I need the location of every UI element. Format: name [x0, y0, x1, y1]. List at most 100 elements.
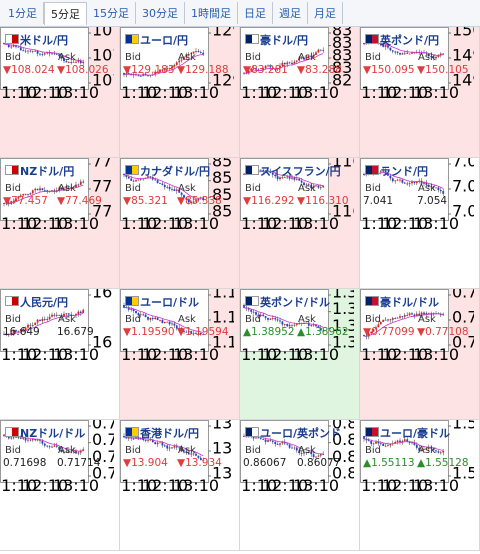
flag-icon: [365, 165, 379, 175]
timeframe-tab[interactable]: 日足: [238, 2, 273, 24]
candle: [394, 180, 397, 182]
rate-tile[interactable]: ユーロ/円 Bid Ask▼129.183▼129.188 129.1 129 11:10…: [120, 27, 240, 158]
candle: [269, 66, 272, 68]
candle: [137, 313, 140, 316]
candle: [132, 438, 135, 440]
candle: [163, 69, 166, 71]
timeframe-tab[interactable]: 1時間足: [185, 2, 238, 24]
candle: [130, 178, 133, 181]
candle: [175, 446, 178, 448]
bid-label: Bid: [5, 445, 21, 456]
rate-tile[interactable]: ユーロ/豪ドルBidAsk▲1.55113▲1.551281.5541.5521…: [360, 420, 480, 551]
candle: [183, 450, 185, 452]
candle: [183, 330, 185, 332]
timeframe-tab[interactable]: 5分足: [44, 1, 87, 25]
candle: [75, 184, 77, 188]
rate-tile[interactable]: ユーロ/英ポンドBidAsk0.860670.860770.8620.86150…: [240, 420, 360, 551]
rate-tile[interactable]: NZドル/円 Bid Ask ▼77.457 ▼77.469 77.4 77.3 77.2 11…: [0, 158, 120, 289]
candle: [310, 185, 313, 189]
rate-tile[interactable]: 英ポンド/円 Bid Ask▼150.095▼150.105 150 149.8 149.…: [360, 27, 480, 158]
timeframe-tab[interactable]: 週足: [273, 2, 308, 24]
candle: [70, 314, 73, 316]
candle: [286, 443, 289, 445]
candle: [39, 319, 41, 322]
rate-tile[interactable]: 人民元/円 Bid Ask 16.649 16.679 16.64 16.62 11:1012…: [0, 289, 120, 420]
candle: [255, 68, 257, 70]
candle: [34, 50, 37, 52]
candle: [427, 53, 430, 57]
bid-value: ▼13.904: [123, 457, 168, 469]
candle: [377, 442, 380, 444]
timeframe-tab[interactable]: 30分足: [136, 2, 185, 24]
candle: [413, 52, 416, 54]
candle: [264, 65, 267, 69]
candle: [259, 314, 262, 317]
candle: [41, 54, 44, 56]
candle: [279, 320, 281, 322]
candle: [418, 313, 421, 316]
candle: [406, 315, 409, 316]
y-tick-label: 1.196: [212, 308, 234, 327]
candle: [279, 177, 281, 180]
candle: [252, 68, 255, 69]
candle: [389, 47, 392, 51]
candle: [178, 60, 181, 63]
ask-label: Ask: [58, 183, 76, 194]
candle: [190, 453, 193, 455]
y-tick-label: 0.716: [92, 464, 114, 483]
candle: [317, 326, 320, 328]
candle: [255, 312, 257, 315]
rate-tile[interactable]: ランド/円 Bid Ask 7.041 7.054 7.045 7.04 7.035 11:10…: [360, 158, 480, 289]
candle: [190, 53, 193, 55]
candle: [396, 317, 399, 319]
candle: [3, 434, 5, 436]
y-tick-label: 1.554: [452, 420, 474, 433]
moving-average: [243, 307, 324, 328]
rate-tile[interactable]: NZドル/ドルBidAsk0.716980.717140.71750.7170.…: [0, 420, 120, 551]
timeframe-tab[interactable]: 1分足: [2, 2, 44, 24]
timeframe-tabs: 1分足 5分足 15分足 30分足 1時間足 日足 週足 月足: [0, 0, 480, 27]
candle: [63, 58, 65, 61]
candle: [43, 53, 46, 55]
candle: [135, 180, 137, 182]
x-tick-label: 11:10: [360, 83, 397, 102]
candle: [384, 170, 387, 174]
rate-tile[interactable]: 豪ドル/ドル Bid Ask▼0.77099▼0.77108 0.771 0.77 0.7…: [360, 289, 480, 420]
candle: [127, 307, 130, 310]
rate-tile[interactable]: ユーロ/ドル Bid Ask▼1.19590▼1.19594 1.1965 1.196 1…: [120, 289, 240, 420]
candle: [144, 440, 147, 441]
rate-tile[interactable]: 香港ドル/円 Bid Ask ▼13.904 ▼13.934 13.9 13.89 13.88…: [120, 420, 240, 551]
x-tick-label: 13:10: [413, 345, 459, 364]
timeframe-tab[interactable]: 月足: [308, 2, 343, 24]
moving-average: [243, 53, 324, 74]
candle: [262, 170, 265, 172]
candle: [291, 177, 293, 179]
x-tick-label: 11:10: [120, 345, 157, 364]
rate-tile[interactable]: 英ポンド/ドルBidAsk▲1.38952▲1.389621.391.3891.…: [240, 289, 360, 420]
candle: [60, 449, 63, 452]
candle: [267, 65, 269, 67]
candle: [173, 64, 176, 67]
y-tick-label: 13.9: [212, 420, 234, 433]
candle: [425, 312, 428, 315]
y-tick-label: 85: [212, 202, 232, 221]
candle: [439, 190, 442, 192]
candle: [307, 184, 310, 186]
candle: [72, 187, 75, 189]
rate-tile[interactable]: スイスフラン/円 Bid Ask▼116.292▼116.310 116.2 116.1…: [240, 158, 360, 289]
candle: [178, 327, 181, 329]
candle: [427, 447, 430, 449]
ask-label: Ask: [418, 183, 436, 194]
candle: [180, 192, 183, 195]
rate-tile[interactable]: 豪ドル/円BidAsk▼83.281▼83.28883.383.283.1838…: [240, 27, 360, 158]
candle: [420, 52, 423, 54]
timeframe-tab[interactable]: 15分足: [87, 2, 136, 24]
rate-tile[interactable]: カナダドル/円BidAsk▼85.321▼85.33885.385.285.18…: [120, 158, 240, 289]
bid-value: ▲1.55113: [363, 457, 415, 469]
x-tick-label: 12:10: [142, 83, 188, 102]
x-tick-label: 12:10: [262, 83, 308, 102]
candle: [399, 179, 401, 181]
rate-tile[interactable]: 米ドル/円BidAsk▼108.024▼108.026107.95107.910…: [0, 27, 120, 158]
